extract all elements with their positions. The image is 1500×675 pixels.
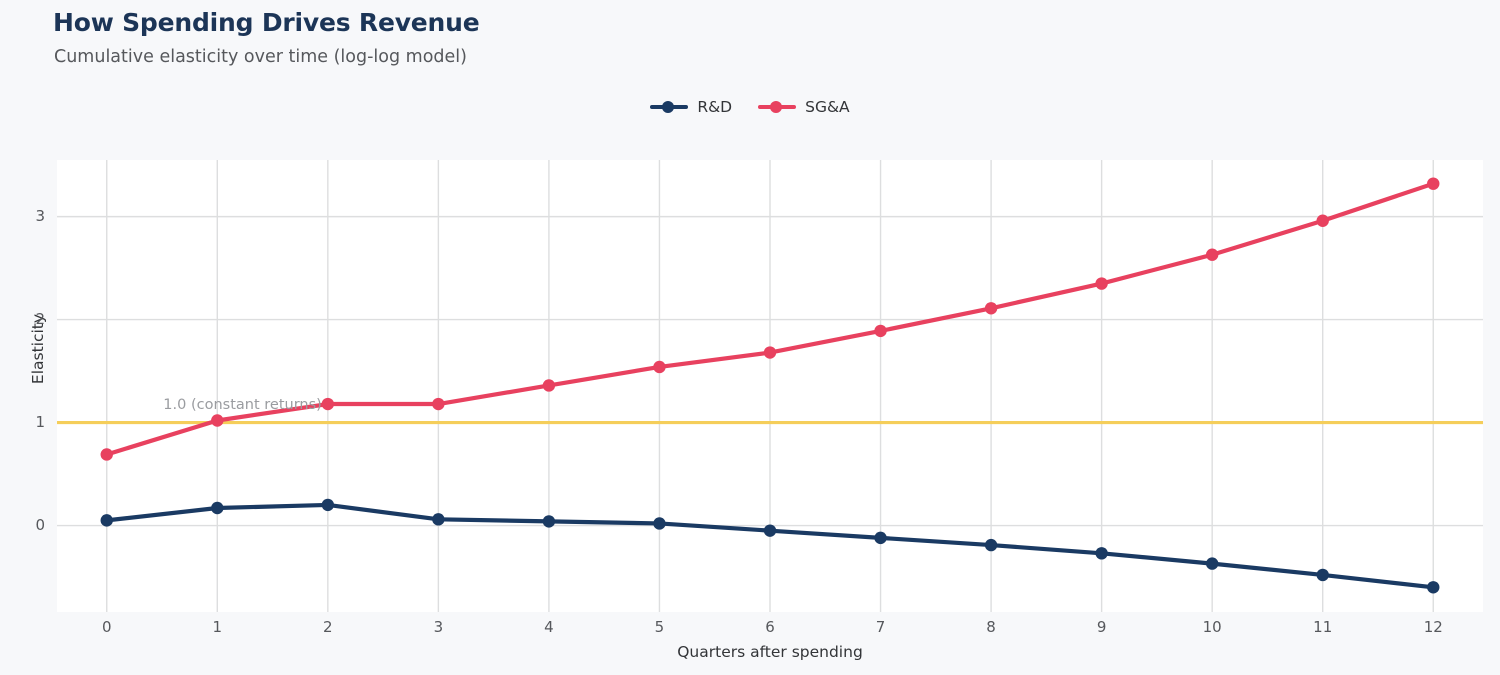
x-axis-tick-7: 7 [875,618,886,636]
x-axis-tick-8: 8 [986,618,996,636]
legend-item-sga[interactable]: SG&A [758,98,850,116]
x-axis-tick-4: 4 [544,618,554,636]
reference-line-annotation: 1.0 (constant returns) [163,396,322,413]
gridlines [57,160,1483,612]
legend-swatch-sga-icon [758,100,797,114]
y-axis-label: Elasticity [29,313,47,385]
x-axis-tick-1: 1 [212,618,223,636]
y-axis-tick-0: 0 [35,515,45,534]
x-axis-tick-3: 3 [433,618,444,636]
x-axis-label: Quarters after spending [677,643,863,661]
legend-item-rd[interactable]: R&D [650,98,732,116]
x-axis-tick-12: 12 [1423,618,1443,636]
data-series [100,177,1440,594]
x-axis-tick-6: 6 [765,618,775,636]
y-axis-tick-3: 3 [35,206,45,225]
legend-swatch-rd-icon [650,100,689,114]
chart-subtitle: Cumulative elasticity over time (log-log… [54,47,467,67]
legend-label-rd: R&D [697,98,733,116]
x-axis-tick-2: 2 [323,618,333,636]
legend-label-sga: SG&A [805,98,850,116]
x-axis-tick-0: 0 [101,618,112,636]
chart-legend: R&D SG&A [0,98,1500,116]
y-axis-tick-1: 1 [35,412,45,431]
x-axis-tick-9: 9 [1096,618,1107,636]
x-axis-tick-11: 11 [1313,618,1333,636]
y-axis-tick-2: 2 [35,309,45,328]
x-axis-tick-10: 10 [1202,618,1222,636]
x-axis-tick-5: 5 [654,618,665,636]
chart-title: How Spending Drives Revenue [53,8,480,37]
